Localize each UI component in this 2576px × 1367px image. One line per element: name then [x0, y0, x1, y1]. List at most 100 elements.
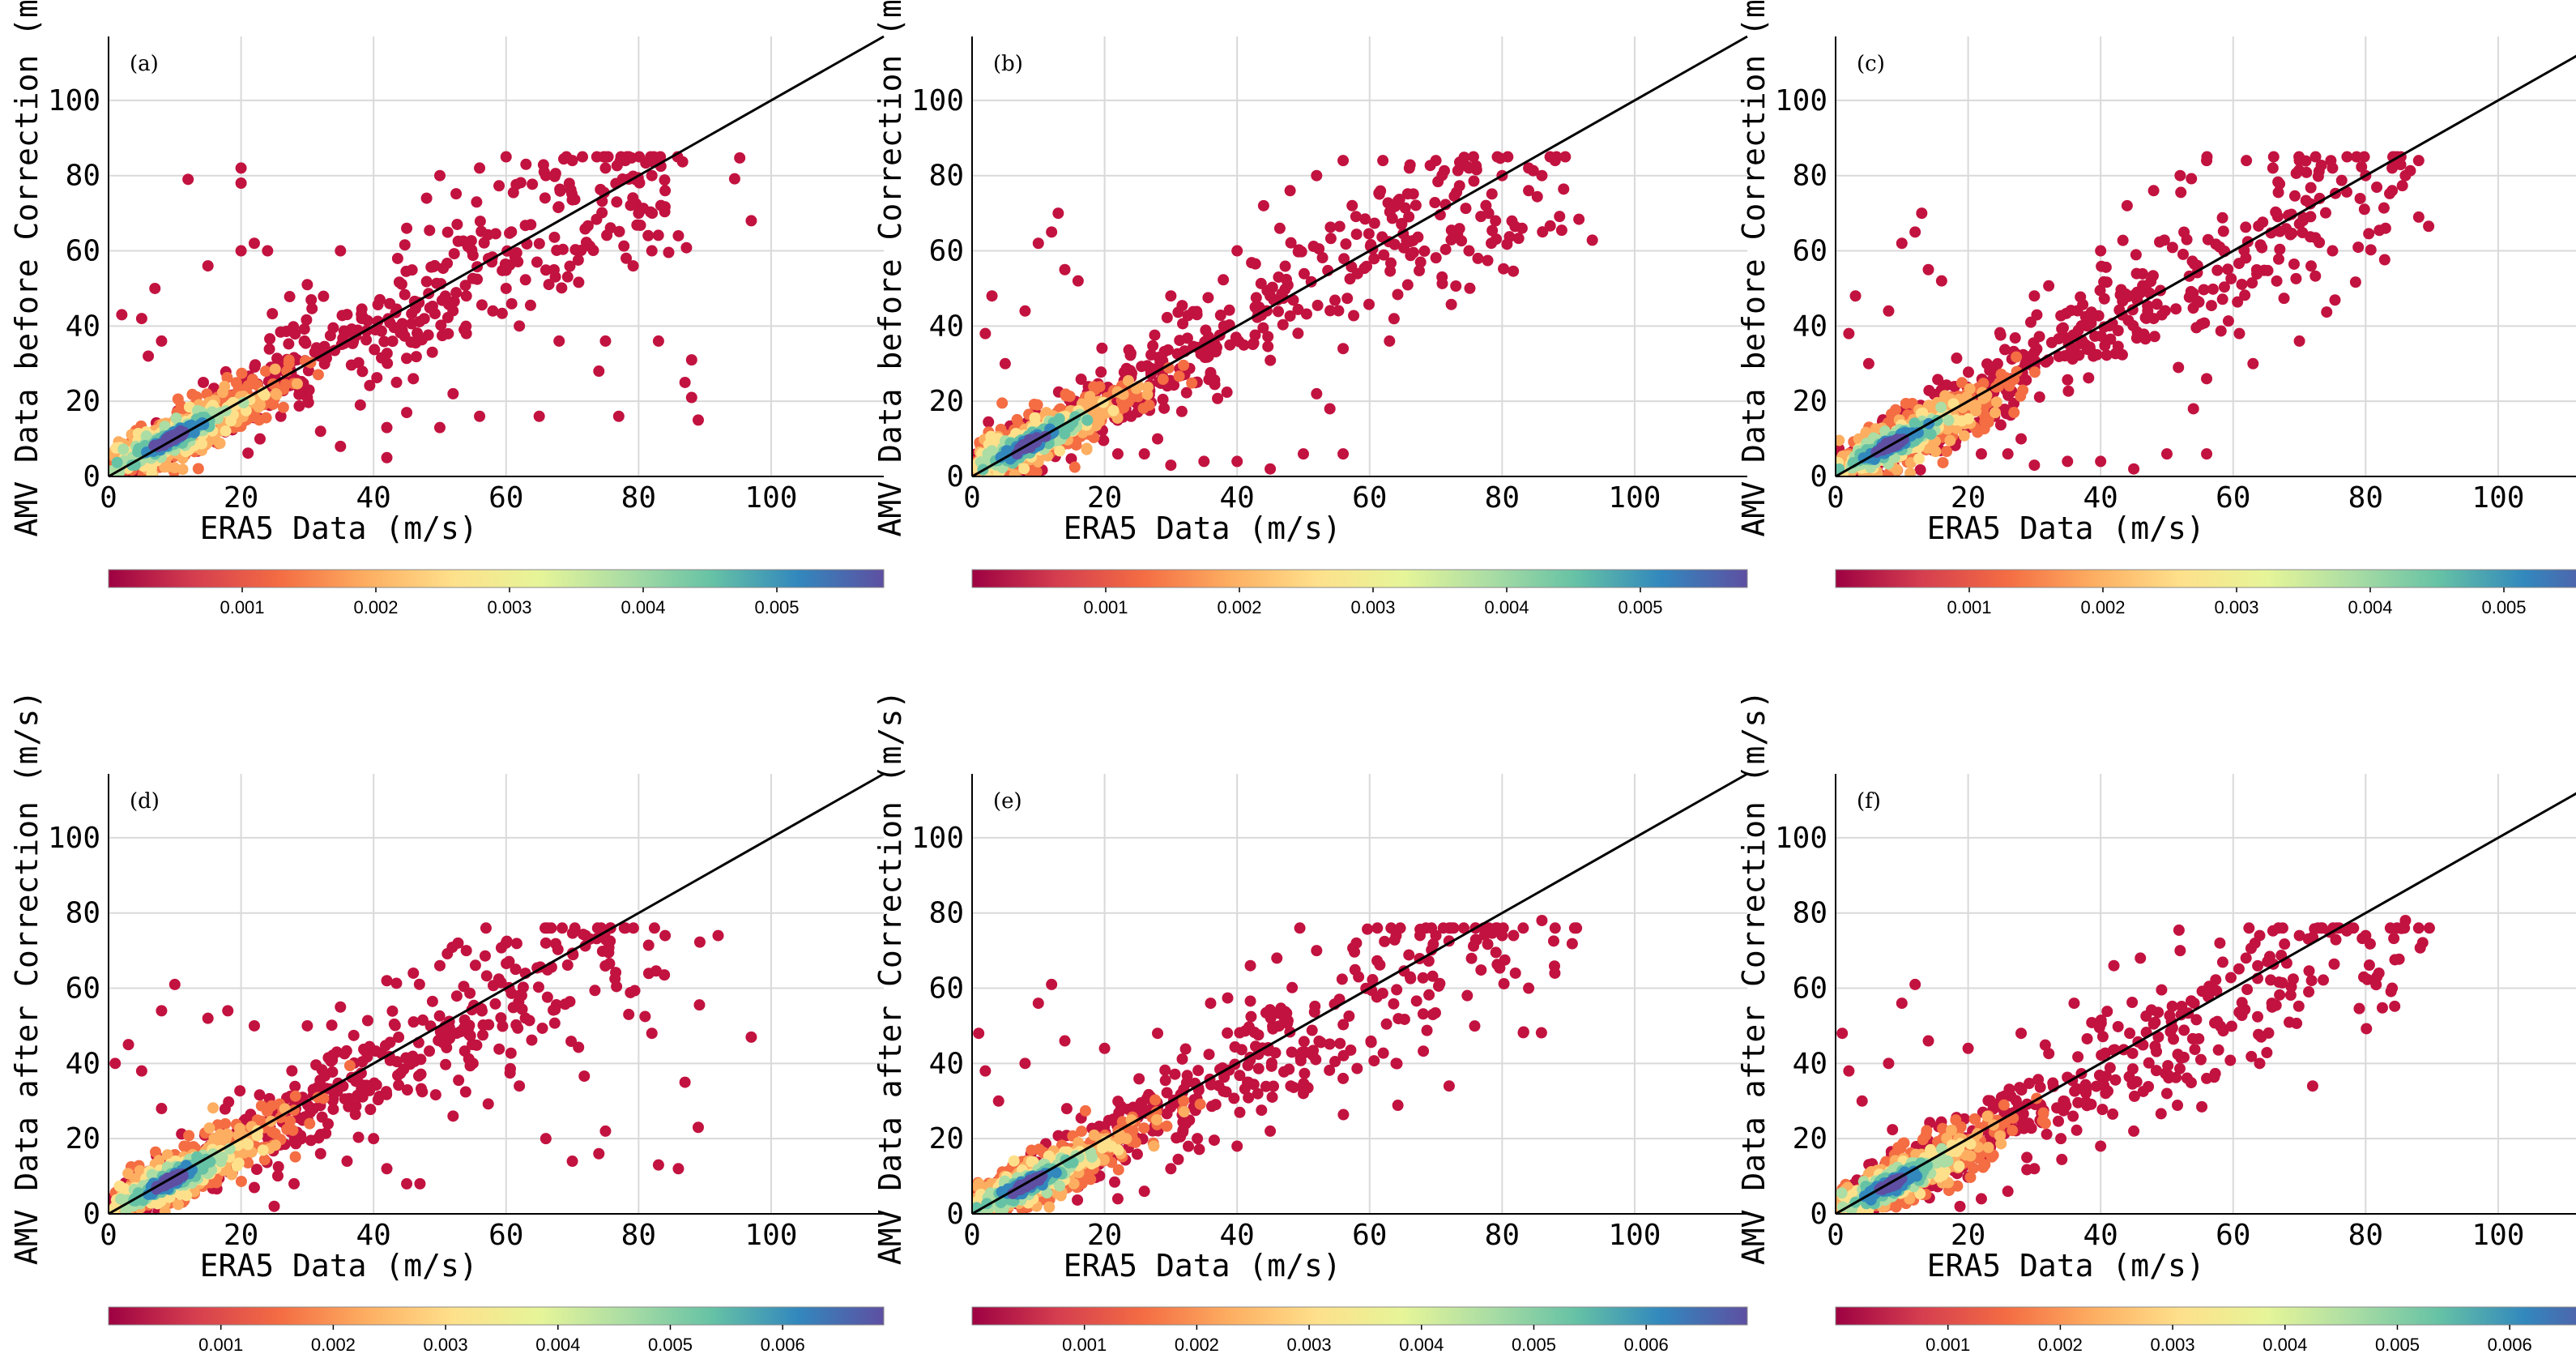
- data-point: [268, 1200, 280, 1212]
- data-point: [356, 303, 368, 315]
- data-point: [288, 1177, 301, 1190]
- data-point: [1558, 183, 1570, 195]
- density-point: [995, 451, 1007, 463]
- x-tick-label: 60: [2216, 481, 2250, 515]
- data-point: [442, 298, 454, 310]
- data-point: [553, 335, 565, 347]
- data-point: [318, 290, 330, 302]
- data-point: [410, 351, 422, 363]
- density-point: [1857, 452, 1870, 464]
- data-point: [1032, 237, 1044, 250]
- data-point: [2116, 348, 2128, 361]
- data-point: [1292, 303, 1304, 315]
- data-point: [2015, 433, 2028, 445]
- data-point: [476, 1005, 488, 1017]
- colorbar-tick-label: 0.001: [1947, 597, 1991, 617]
- data-point: [395, 1067, 407, 1079]
- data-point: [1404, 235, 1416, 247]
- data-point: [1324, 233, 1337, 245]
- data-point: [286, 1065, 298, 1077]
- data-point: [591, 151, 603, 163]
- data-point: [2267, 151, 2280, 163]
- data-point: [2130, 267, 2143, 280]
- data-point: [1896, 237, 1908, 250]
- data-point: [2055, 310, 2067, 322]
- density-point: [1972, 426, 1984, 438]
- data-point: [448, 248, 460, 260]
- data-point: [504, 227, 516, 239]
- data-point: [679, 376, 691, 388]
- x-tick-label: 60: [1352, 481, 1387, 515]
- data-point: [1214, 310, 1226, 322]
- density-point: [216, 387, 228, 399]
- data-point: [1388, 238, 1401, 250]
- data-point: [156, 335, 168, 347]
- data-point: [1205, 366, 1217, 378]
- data-point: [1212, 392, 1224, 404]
- data-point: [356, 365, 369, 378]
- data-point: [386, 335, 399, 348]
- data-point: [2100, 349, 2113, 361]
- colorbar-tick-label: 0.003: [487, 597, 531, 617]
- data-point: [2009, 332, 2021, 344]
- data-point: [263, 343, 275, 355]
- data-point: [575, 244, 587, 256]
- data-point: [360, 1079, 373, 1091]
- data-point: [552, 201, 565, 213]
- data-point: [566, 1156, 578, 1168]
- data-point: [2086, 307, 2098, 319]
- density-point: [1941, 446, 1953, 458]
- data-point: [1418, 245, 1431, 257]
- data-point: [692, 1121, 704, 1134]
- data-point: [420, 192, 433, 204]
- data-point: [1951, 352, 1963, 365]
- data-point: [293, 400, 305, 412]
- data-point: [2363, 228, 2375, 240]
- density-point: [1084, 391, 1096, 403]
- data-point: [655, 151, 667, 163]
- data-point: [1284, 185, 1296, 197]
- data-point: [290, 1138, 302, 1150]
- data-point: [168, 978, 181, 990]
- data-point: [1909, 226, 1921, 238]
- data-point: [486, 256, 498, 268]
- data-point: [1468, 175, 1480, 187]
- data-point: [378, 335, 390, 348]
- data-point: [519, 1012, 531, 1024]
- data-point: [2267, 162, 2279, 174]
- data-point: [1238, 339, 1250, 351]
- data-point: [1191, 309, 1203, 321]
- data-point: [2293, 335, 2305, 347]
- x-tick-label: 100: [2472, 481, 2524, 515]
- data-point: [433, 421, 446, 434]
- data-point: [441, 1034, 454, 1046]
- data-point: [1111, 448, 1124, 460]
- data-point: [1200, 324, 1212, 336]
- data-point: [314, 1147, 326, 1160]
- data-point: [135, 313, 147, 325]
- data-point: [557, 922, 569, 934]
- data-point: [1430, 252, 1442, 264]
- data-point: [2274, 225, 2286, 237]
- data-point: [298, 335, 310, 348]
- data-point: [2274, 243, 2286, 255]
- data-point: [1573, 213, 1585, 225]
- data-point: [2075, 320, 2088, 332]
- data-point: [2272, 253, 2284, 265]
- data-point: [2384, 187, 2396, 199]
- data-point: [604, 222, 616, 234]
- data-point: [350, 1100, 362, 1113]
- data-point: [646, 169, 658, 182]
- data-point: [264, 333, 276, 345]
- data-point: [2147, 270, 2159, 282]
- data-point: [1231, 245, 1243, 257]
- density-point: [1178, 359, 1190, 371]
- data-point: [1439, 164, 1451, 177]
- colorbar: 0.001 0.002 0.003 0.004 0.005: [1835, 569, 2576, 617]
- data-point: [354, 399, 366, 411]
- data-point: [2335, 174, 2348, 186]
- data-point: [540, 1133, 552, 1145]
- data-point: [2222, 263, 2234, 276]
- data-point: [1360, 260, 1372, 272]
- data-point: [1337, 343, 1350, 355]
